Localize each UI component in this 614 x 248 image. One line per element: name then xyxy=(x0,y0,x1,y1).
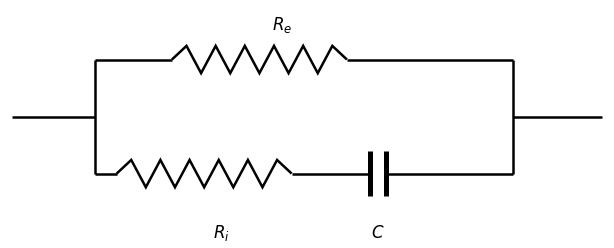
Text: $R_i$: $R_i$ xyxy=(212,223,230,243)
Text: $R_e$: $R_e$ xyxy=(273,15,292,35)
Text: $C$: $C$ xyxy=(371,224,384,242)
